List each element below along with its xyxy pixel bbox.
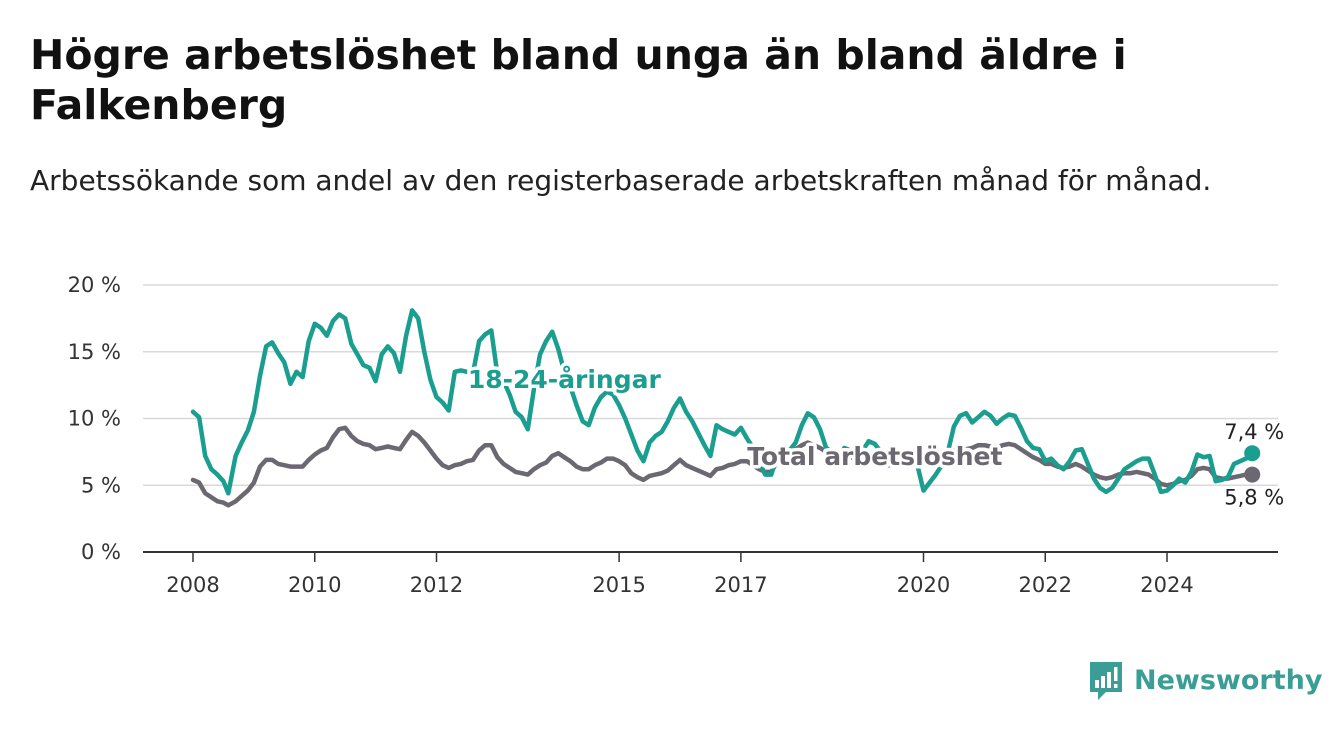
x-tick-label: 2024 <box>1140 573 1193 597</box>
end-marker <box>1244 445 1261 462</box>
series-annotation-label: 18-24-åringar <box>468 365 662 394</box>
x-tick-label: 2010 <box>288 573 341 597</box>
series-lines <box>190 308 1255 508</box>
bar-chart-exclamation-icon <box>1090 662 1122 700</box>
y-tick-label: 0 % <box>81 540 121 564</box>
end-value-label: 5,8 % <box>1224 486 1284 510</box>
series-line-youth <box>190 308 1255 496</box>
x-tick-label: 2017 <box>714 573 767 597</box>
y-tick-label: 5 % <box>81 473 121 497</box>
x-axis-ticks: 2008 2010 2012 2015 2017 2020 2022 2024 <box>166 552 1194 597</box>
end-marker <box>1244 466 1261 483</box>
gridlines <box>143 284 1278 553</box>
brand-name: Newsworthy <box>1134 664 1323 696</box>
series-annotations: 18-24-åringar Total arbetslöshet <box>464 361 1006 474</box>
chart-subtitle: Arbetssökande som andel av den registerb… <box>30 164 1212 197</box>
brand-logo: Newsworthy <box>1088 660 1322 700</box>
end-markers: 7,4 % 5,8 % <box>1224 420 1284 509</box>
y-tick-label: 10 % <box>68 407 121 431</box>
end-value-label: 7,4 % <box>1224 420 1284 444</box>
x-tick-label: 2020 <box>897 573 950 597</box>
y-tick-label: 15 % <box>68 340 121 364</box>
series-annotation-label: Total arbetslöshet <box>747 442 1002 471</box>
x-tick-label: 2008 <box>166 573 219 597</box>
x-tick-label: 2022 <box>1019 573 1072 597</box>
y-axis-ticks: 0 % 5 % 10 % 15 % 20 % <box>68 273 121 564</box>
series-line-total <box>190 425 1255 508</box>
chart-title: Högre arbetslöshet bland unga än bland ä… <box>30 31 1127 129</box>
y-tick-label: 20 % <box>68 273 121 297</box>
x-tick-label: 2015 <box>592 573 645 597</box>
x-tick-label: 2012 <box>410 573 463 597</box>
